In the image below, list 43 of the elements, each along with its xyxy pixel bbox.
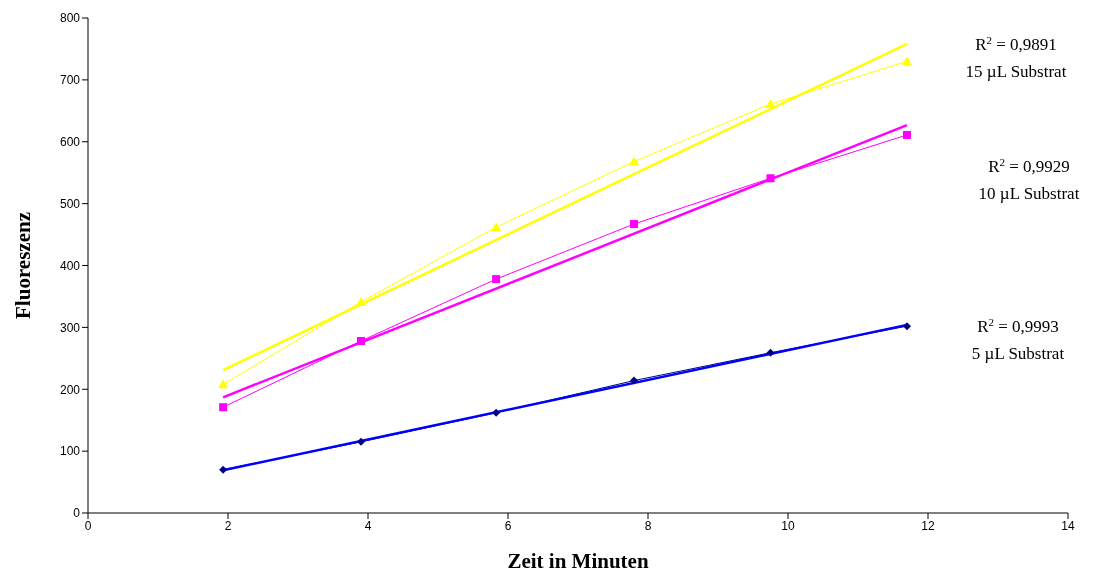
x-tick-label: 14 <box>1061 518 1075 533</box>
y-tick-label: 300 <box>59 320 81 335</box>
point <box>492 275 501 284</box>
point <box>766 348 775 357</box>
x-axis-title: Zeit in Minuten <box>507 549 649 573</box>
point <box>766 174 775 183</box>
y-tick-label: 200 <box>59 382 81 397</box>
x-tick-label: 6 <box>504 518 512 533</box>
x-tick-label: 4 <box>364 518 372 533</box>
y-tick-label: 100 <box>59 444 81 459</box>
point <box>492 408 501 417</box>
point <box>630 376 638 385</box>
y-tick-label: 500 <box>59 196 81 211</box>
y-tick-label: 600 <box>59 135 81 150</box>
x-tick-label: 12 <box>921 518 935 533</box>
annotation: R$^{2}$ = 0,9891 <box>975 34 1057 54</box>
point <box>357 336 365 345</box>
y-tick-label: 400 <box>59 258 81 273</box>
x-tick-label: 8 <box>644 518 652 533</box>
x-tick-label: 0 <box>84 518 92 533</box>
y-axis-title: Fluoreszenz <box>11 212 36 319</box>
point <box>902 56 912 66</box>
annotation: R$^{2}$ = 0,9993 <box>977 316 1059 336</box>
annotation: 10 µL Substrat <box>978 184 1080 203</box>
point <box>357 437 365 446</box>
y-tick-label: 0 <box>73 506 81 521</box>
x-tick-label: 10 <box>781 518 795 533</box>
point <box>630 220 638 229</box>
y-tick-label: 700 <box>59 73 81 88</box>
point <box>219 465 228 474</box>
point <box>356 297 366 307</box>
point <box>903 322 911 331</box>
point <box>491 222 502 232</box>
point <box>903 130 911 139</box>
annotation: 5 µL Substrat <box>971 344 1065 363</box>
y-tick-label: 800 <box>59 11 81 26</box>
annotation: 15 µL Substrat <box>965 62 1067 81</box>
point <box>765 99 776 109</box>
point <box>219 403 228 412</box>
x-tick-label: 2 <box>224 518 232 533</box>
point <box>218 379 229 389</box>
annotation: R$^{2}$ = 0,9929 <box>988 156 1070 176</box>
point <box>629 156 639 166</box>
